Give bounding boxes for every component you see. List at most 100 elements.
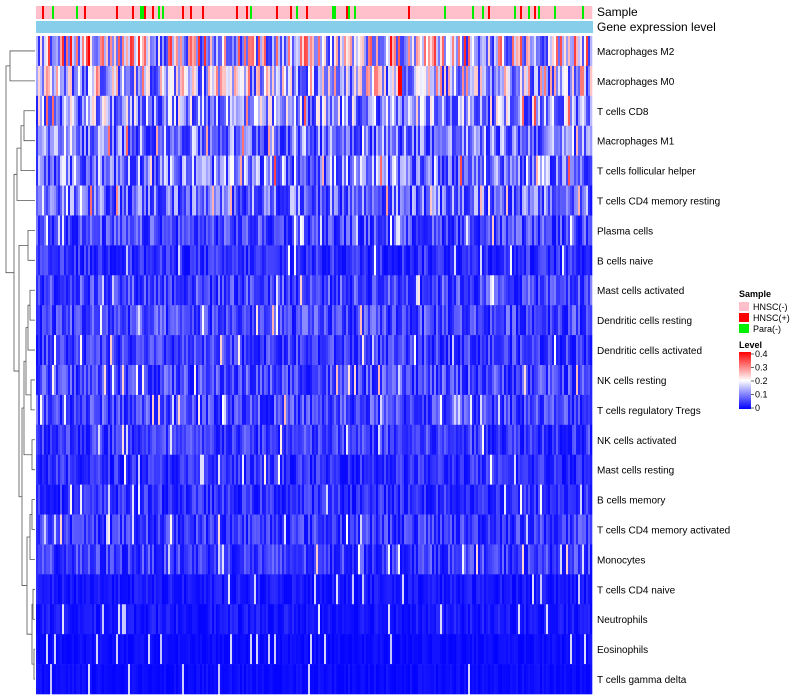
heatmap-cell xyxy=(54,394,57,426)
sample-cell xyxy=(442,6,445,19)
heatmap-cell xyxy=(160,155,163,186)
heatmap-cell xyxy=(460,484,463,515)
heatmap-cell xyxy=(336,394,339,426)
heatmap-cell xyxy=(556,95,559,127)
heatmap-cell xyxy=(372,424,375,456)
sample-cell xyxy=(464,6,467,19)
heatmap-cell xyxy=(258,185,261,216)
heatmap-cell xyxy=(266,65,269,97)
sample-cell xyxy=(502,6,505,19)
heatmap-cell xyxy=(82,365,85,396)
heatmap-cell xyxy=(234,125,237,156)
heatmap-cell xyxy=(574,185,577,216)
heatmap-cell xyxy=(38,394,41,426)
heatmap-cell xyxy=(68,484,71,515)
heatmap-cell xyxy=(332,65,335,97)
heatmap-cell xyxy=(350,36,353,67)
heatmap-cell xyxy=(472,365,475,396)
heatmap-cell xyxy=(136,155,139,186)
heatmap-cell xyxy=(580,215,583,246)
heatmap-cell xyxy=(288,155,291,186)
heatmap-cell xyxy=(552,424,555,456)
heatmap-cell xyxy=(52,305,55,336)
heatmap-cell xyxy=(336,335,339,366)
heatmap-cell xyxy=(352,65,355,97)
heatmap-cell xyxy=(452,65,455,97)
heatmap-cell xyxy=(240,125,243,156)
heatmap-cell xyxy=(334,155,337,186)
heatmap-cell xyxy=(394,36,397,67)
heatmap-cell xyxy=(484,155,487,186)
heatmap-cell xyxy=(154,424,157,456)
heatmap-cell xyxy=(590,484,593,515)
heatmap-cell xyxy=(422,365,425,396)
heatmap-cell xyxy=(522,245,525,276)
heatmap-cell xyxy=(38,305,41,336)
heatmap-cell xyxy=(406,185,409,216)
heatmap-cell xyxy=(62,424,65,456)
heatmap-cell xyxy=(174,65,177,97)
heatmap-cell xyxy=(158,125,161,156)
heatmap-cell xyxy=(44,65,47,97)
heatmap-cell xyxy=(504,335,507,366)
heatmap-cell xyxy=(196,125,199,156)
heatmap-cell xyxy=(526,454,529,485)
heatmap-cell xyxy=(414,215,417,246)
heatmap-cell xyxy=(360,484,363,515)
heatmap-cell xyxy=(384,155,387,186)
heatmap-cell xyxy=(586,305,589,336)
sample-cell xyxy=(344,6,347,19)
heatmap-cell xyxy=(258,394,261,426)
sample-cell xyxy=(132,6,135,19)
heatmap-cell xyxy=(232,275,235,306)
heatmap-cell xyxy=(500,245,503,276)
heatmap-cell xyxy=(584,454,587,485)
heatmap-cell xyxy=(498,335,501,366)
heatmap-cell xyxy=(322,36,325,67)
heatmap-cell xyxy=(234,275,237,306)
heatmap-cell xyxy=(498,275,501,306)
heatmap-cell xyxy=(122,36,125,67)
heatmap-cell xyxy=(298,365,301,396)
heatmap-cell xyxy=(244,275,247,306)
heatmap-cell xyxy=(374,65,377,97)
heatmap-cell xyxy=(358,215,361,246)
heatmap-cell xyxy=(344,185,347,216)
heatmap-cell xyxy=(244,305,247,336)
heatmap-cell xyxy=(558,245,561,276)
heatmap-cell xyxy=(288,65,291,97)
heatmap-cell xyxy=(380,215,383,246)
heatmap-cell xyxy=(370,185,373,216)
heatmap-cell xyxy=(192,36,195,67)
heatmap-cell xyxy=(254,65,257,97)
heatmap-cell xyxy=(538,454,541,485)
heatmap-cell xyxy=(438,394,441,426)
heatmap-cell xyxy=(538,275,541,306)
heatmap-cell xyxy=(138,454,141,485)
heatmap-cell xyxy=(498,394,501,426)
heatmap-cell xyxy=(512,95,515,127)
heatmap-cell xyxy=(188,305,191,336)
heatmap-cell xyxy=(578,215,581,246)
sample-cell xyxy=(246,6,249,19)
heatmap-cell xyxy=(466,155,469,186)
heatmap-cell xyxy=(206,305,209,336)
heatmap-cell xyxy=(262,215,265,246)
sample-cell xyxy=(316,6,319,19)
heatmap-cell xyxy=(384,36,387,67)
heatmap-cell xyxy=(174,155,177,186)
sample-cell xyxy=(436,6,439,19)
heatmap-cell xyxy=(206,394,209,426)
heatmap-cell xyxy=(474,215,477,246)
heatmap-cell xyxy=(258,305,261,336)
sample-cell xyxy=(452,6,455,19)
heatmap-cell xyxy=(516,365,519,396)
heatmap-cell xyxy=(328,155,331,186)
heatmap-cell xyxy=(522,484,525,515)
heatmap-cell xyxy=(124,36,127,67)
heatmap-cell xyxy=(186,365,189,396)
heatmap-cell xyxy=(470,155,473,186)
heatmap-cell xyxy=(508,424,511,456)
heatmap-cell xyxy=(518,275,521,306)
heatmap-cell xyxy=(178,454,181,485)
